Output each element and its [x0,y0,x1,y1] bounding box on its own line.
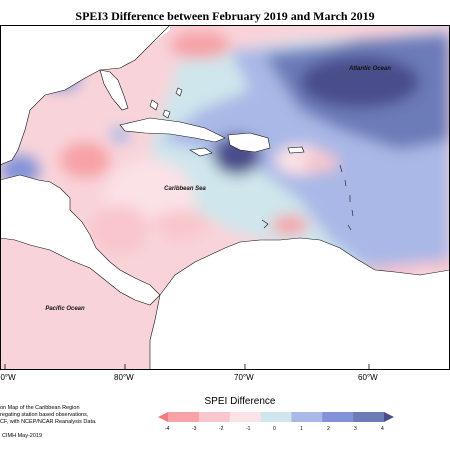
legend-swatch [291,412,323,422]
spei-difference-map: Atlantic Ocean Caribbean Sea Pacific Oce… [0,25,450,370]
map-title: SPEI3 Difference between February 2019 a… [75,9,375,23]
legend-swatch [168,412,200,422]
legend-swatch [353,412,385,422]
legend-tick-label: 2 [327,426,330,432]
credit-line-3: CF, with NCEP/NCAR Reanalysis Data. [0,419,97,425]
legend-tick-label: 3 [354,426,357,432]
atlantic-ocean-label: Atlantic Ocean [348,66,391,72]
legend-tick-label: -2 [219,426,224,432]
caribbean-sea-label: Caribbean Sea [164,186,206,192]
legend-tick-label: 1 [300,426,303,432]
credit-line-2: regating station based observations, [0,412,89,418]
legend-tick-label: -1 [246,426,251,432]
longitude-ticks [4,364,370,370]
legend-tick-label: 0 [273,426,276,432]
legend-swatch [260,412,292,422]
credit-line-4: CIMH May-2019 [2,433,43,439]
legend-swatch [229,412,262,422]
credit-line-1: on Map of the Caribbean Region [0,405,80,411]
legend-tick-label: -3 [192,426,197,432]
lon-label-60w: 60°W [358,373,378,382]
lon-label-70w: 70°W [234,373,254,382]
legend-tick-label: -4 [165,426,170,432]
legend-title: SPEI Difference [204,396,276,407]
legend-colorbar [158,412,394,422]
legend-arrow-high [384,412,394,422]
pacific-ocean-label: Pacific Ocean [45,306,85,312]
legend-swatch [198,412,231,422]
legend-arrow-low [158,412,168,422]
lon-label-80w: 80°W [114,373,134,382]
lon-label-90w: 90°W [0,373,16,382]
lesser-antilles [261,164,354,231]
legend-swatch [322,412,354,422]
legend-tick-label: 4 [381,426,384,432]
landmass [0,25,450,370]
